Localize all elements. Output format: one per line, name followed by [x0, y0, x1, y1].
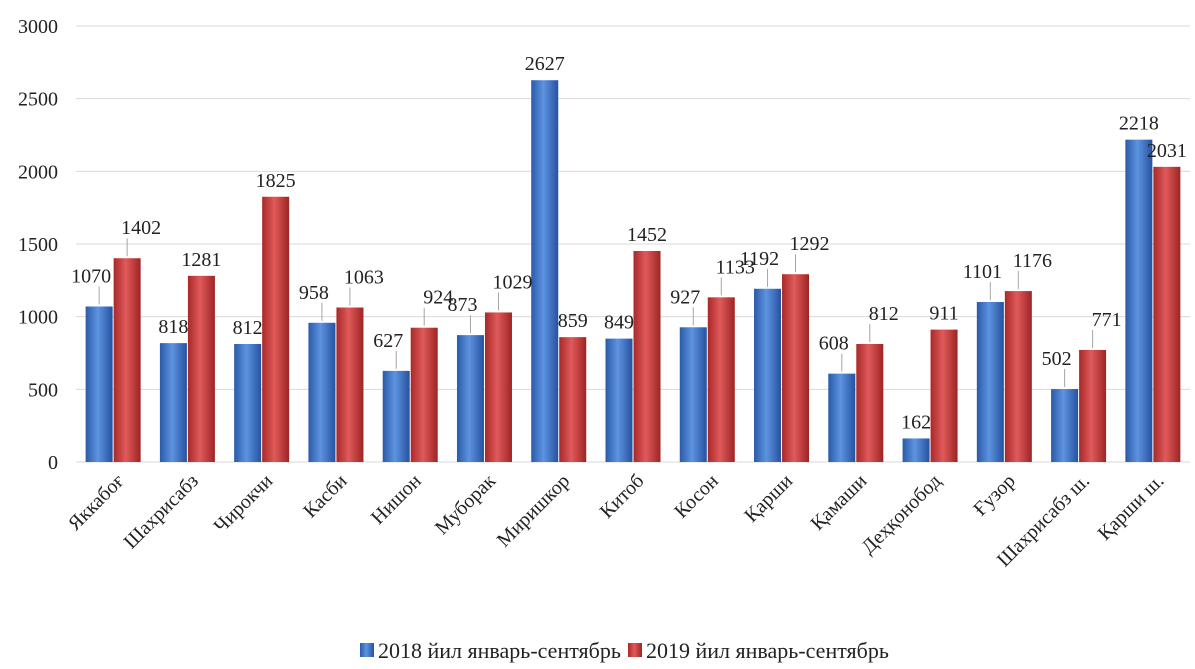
- x-category-label: Китоб: [596, 470, 649, 523]
- data-label-s0-14: 2218: [1119, 113, 1159, 135]
- y-tick-label: 2000: [18, 161, 58, 183]
- data-label-s1-6: 859: [558, 310, 588, 332]
- x-category-label: Қамаши: [806, 470, 871, 535]
- bar-s0-2: [234, 343, 262, 462]
- y-tick-label: 0: [48, 452, 58, 474]
- bar-s1-7: [633, 250, 661, 462]
- bar-s0-12: [976, 301, 1004, 462]
- gridlines: [76, 25, 1190, 463]
- bar-s1-6: [559, 337, 587, 462]
- bar-s1-10: [856, 343, 884, 462]
- x-category-label: Деҳқонобод: [857, 470, 945, 558]
- bar-s1-1: [187, 275, 215, 462]
- bar-s0-0: [85, 306, 113, 462]
- data-label-s0-12: 1101: [963, 261, 1002, 283]
- x-category-label: Шахрисабз: [120, 470, 203, 553]
- bar-s1-0: [113, 258, 141, 462]
- bar-s0-9: [754, 288, 782, 462]
- x-category-label: Касби: [299, 470, 352, 523]
- legend-label-1: 2019 йил январь-сентябрь: [646, 638, 889, 663]
- data-label-s1-9: 1292: [790, 233, 830, 255]
- x-category-label: Яккабоғ: [64, 470, 129, 535]
- data-label-s1-13: 771: [1092, 309, 1122, 331]
- data-label-s0-3: 958: [299, 282, 329, 304]
- data-label-s1-7: 1452: [627, 224, 667, 246]
- x-category-label: Қарши ш.: [1094, 470, 1169, 545]
- data-label-s0-2: 812: [233, 317, 263, 339]
- bar-s0-11: [902, 438, 930, 462]
- legend: 2018 йил январь-сентябрь 2019 йил январь-…: [360, 638, 889, 663]
- data-label-s0-1: 818: [158, 316, 188, 338]
- data-label-s1-4: 924: [423, 287, 453, 309]
- bar-s0-5: [456, 335, 484, 462]
- x-category-label: Муборак: [431, 470, 500, 539]
- x-category-label: Қарши: [740, 470, 797, 527]
- data-label-s0-10: 608: [819, 333, 849, 355]
- legend-swatch-0: [360, 643, 374, 657]
- legend-swatch-1: [628, 643, 642, 657]
- x-category-label: Миришкор: [493, 470, 575, 552]
- x-category-label: Чирокчи: [210, 470, 278, 538]
- data-label-s0-6: 2627: [525, 53, 565, 75]
- bar-s1-8: [707, 297, 735, 462]
- data-label-s1-8: 1133: [716, 256, 755, 278]
- y-tick-label: 500: [28, 379, 58, 401]
- data-label-s0-13: 502: [1042, 348, 1072, 370]
- bar-s1-9: [782, 274, 810, 462]
- data-label-s1-14: 2031: [1147, 140, 1187, 162]
- data-label-s1-10: 812: [869, 303, 899, 325]
- data-label-s1-0: 1402: [121, 217, 161, 239]
- bar-s1-4: [410, 327, 438, 462]
- bars: [85, 80, 1181, 462]
- y-tick-label: 3000: [18, 16, 58, 38]
- bar-s1-12: [1004, 291, 1032, 462]
- data-label-s0-9: 1192: [740, 248, 779, 270]
- data-label-s0-5: 873: [447, 294, 477, 316]
- bar-s0-3: [308, 322, 336, 462]
- legend-label-0: 2018 йил январь-сентябрь: [378, 638, 621, 663]
- bar-s1-14: [1153, 166, 1181, 462]
- data-label-s0-4: 627: [373, 330, 403, 352]
- bar-s0-8: [679, 327, 707, 462]
- data-label-s1-5: 1029: [492, 271, 532, 293]
- bar-s1-2: [262, 196, 290, 462]
- bar-s1-5: [484, 312, 512, 462]
- bar-s1-3: [336, 307, 364, 462]
- bar-s0-6: [531, 80, 559, 462]
- x-category-label: Нишон: [367, 470, 426, 529]
- data-label-s1-2: 1825: [256, 170, 296, 192]
- bar-s0-4: [382, 370, 410, 462]
- bar-s0-14: [1125, 139, 1153, 462]
- y-tick-label: 2500: [18, 89, 58, 111]
- data-label-s0-11: 162: [901, 411, 931, 433]
- bar-s0-13: [1051, 389, 1079, 462]
- bar-s1-11: [930, 329, 958, 462]
- bar-s1-13: [1079, 349, 1107, 462]
- data-label-s1-11: 911: [929, 303, 958, 325]
- bar-s0-10: [828, 373, 856, 462]
- bar-s0-7: [605, 338, 633, 462]
- data-label-s1-1: 1281: [181, 249, 221, 271]
- data-label-s1-12: 1176: [1013, 250, 1052, 272]
- y-tick-label: 1000: [18, 307, 58, 329]
- x-category-label: Ғузор: [969, 470, 1019, 520]
- data-label-s1-3: 1063: [344, 267, 384, 289]
- y-axis-ticks: 0 500 1000 1500 2000 2500 3000: [18, 16, 58, 474]
- data-label-s0-7: 849: [604, 312, 634, 334]
- bar-s0-1: [159, 343, 187, 462]
- data-label-s0-0: 1070: [71, 265, 111, 287]
- data-label-s0-8: 927: [670, 286, 700, 308]
- y-tick-label: 1500: [18, 234, 58, 256]
- x-category-label: Косон: [670, 470, 723, 523]
